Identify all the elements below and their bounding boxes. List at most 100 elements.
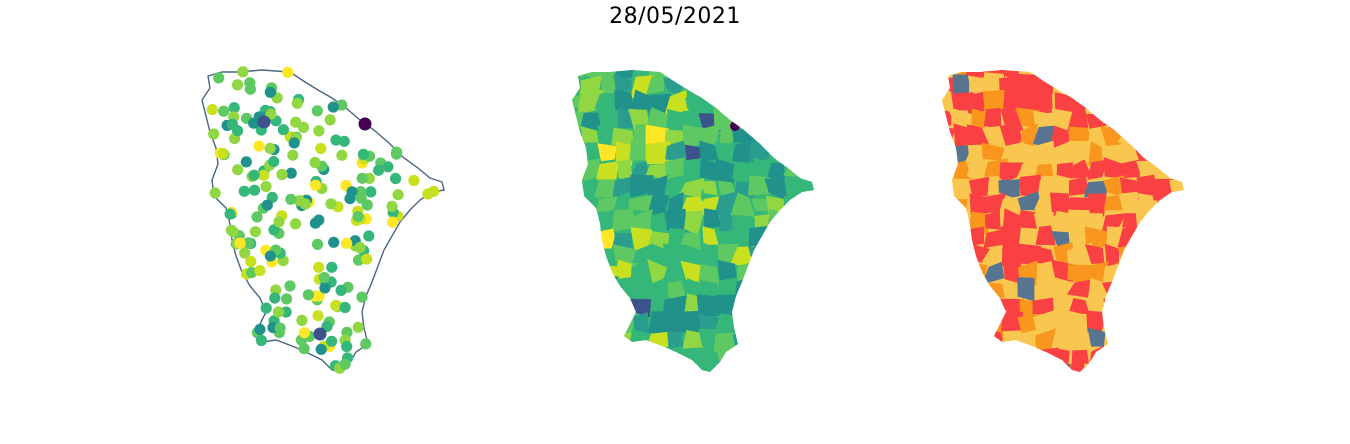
station-point <box>276 168 288 181</box>
municipality-cell <box>747 245 770 266</box>
municipality-cell <box>721 380 736 402</box>
municipality-cell <box>715 70 739 77</box>
municipality-cell <box>820 332 835 351</box>
municipality-cell <box>817 363 841 381</box>
municipality-cell <box>578 329 603 350</box>
station-point <box>237 66 249 78</box>
municipality-cell <box>1049 278 1074 298</box>
station-point <box>264 250 276 262</box>
municipality-cell <box>572 296 587 316</box>
municipality-cell <box>802 89 814 113</box>
municipality-cell <box>1171 227 1184 250</box>
municipality-cell <box>983 107 1002 130</box>
municipality-cell <box>1136 92 1158 116</box>
municipality-cell <box>1072 380 1087 400</box>
municipality-cell <box>735 90 755 112</box>
municipality-cell <box>954 310 969 331</box>
station-point <box>341 237 353 249</box>
municipality-cell <box>951 262 973 281</box>
station-point <box>390 148 403 160</box>
municipality-cell <box>1068 140 1092 162</box>
station-point <box>288 137 300 149</box>
municipality-cell <box>1137 193 1156 215</box>
municipality-cell <box>1134 363 1158 372</box>
municipality-cell <box>965 296 991 318</box>
station-point <box>224 208 236 220</box>
municipality-cell <box>1002 365 1025 372</box>
station-point <box>255 334 267 347</box>
municipality-cell <box>802 123 814 149</box>
station-point <box>313 125 325 137</box>
station-point <box>208 128 220 140</box>
station-point <box>242 237 255 249</box>
municipality-cell <box>1191 75 1206 97</box>
municipality-cell <box>749 140 771 163</box>
station-point <box>326 261 338 273</box>
station-point <box>277 124 289 136</box>
municipality-cell <box>986 381 1005 404</box>
municipality-cell <box>800 381 819 399</box>
municipality-cell <box>781 124 808 145</box>
municipality-cell <box>968 176 990 197</box>
municipality-cell <box>799 263 814 283</box>
municipality-cell <box>1120 107 1137 130</box>
municipality-cell <box>1189 294 1205 316</box>
station-point <box>302 289 314 301</box>
station-point <box>285 167 297 179</box>
municipality-cell <box>749 316 773 334</box>
municipality-cell <box>572 208 587 234</box>
municipality-cell <box>633 312 649 334</box>
station-point <box>358 117 372 131</box>
municipality-cell <box>1123 298 1144 319</box>
station-point <box>218 105 230 117</box>
municipality-cell <box>981 345 1005 368</box>
municipality-cell <box>1083 362 1107 372</box>
municipality-cell <box>747 262 767 284</box>
station-point <box>356 172 368 184</box>
municipality-cell <box>942 280 957 296</box>
municipality-cell <box>768 208 787 233</box>
municipality-cell <box>1155 244 1172 266</box>
municipality-cell <box>801 70 814 80</box>
municipality-cell <box>782 108 807 129</box>
municipality-cell <box>942 259 952 282</box>
station-point <box>274 322 286 334</box>
station-point <box>264 86 276 98</box>
municipality-cell <box>1151 142 1173 161</box>
station-point <box>257 115 271 129</box>
municipality-cell <box>732 327 750 354</box>
municipality-cell <box>572 195 587 216</box>
station-point <box>352 211 364 223</box>
municipality-cell <box>1188 178 1211 197</box>
municipality-cell <box>594 276 619 301</box>
municipality-cell <box>1103 293 1127 314</box>
municipality-cell <box>649 350 671 371</box>
station-point <box>238 185 250 197</box>
municipality-cell <box>1189 111 1210 128</box>
municipality-cell <box>1083 70 1110 82</box>
municipality-cell <box>1087 193 1107 218</box>
municipality-cell <box>802 276 814 302</box>
municipality-cell <box>1070 331 1092 351</box>
municipality-cell <box>1154 278 1175 301</box>
municipality-cell <box>1187 161 1205 179</box>
municipality-cell <box>1153 225 1176 251</box>
municipality-cell <box>1137 213 1158 235</box>
municipality-cell <box>749 361 771 372</box>
municipality-cell <box>736 381 755 401</box>
municipality-cell <box>595 314 620 336</box>
station-point <box>313 261 325 273</box>
municipality-cell <box>647 175 668 200</box>
municipality-cell <box>1049 363 1071 372</box>
municipality-cell <box>1034 140 1057 165</box>
municipality-cell <box>767 312 786 336</box>
municipality-cell <box>942 210 956 233</box>
station-point <box>228 102 240 114</box>
municipality-cell <box>1169 176 1184 199</box>
municipality-cell <box>971 362 991 372</box>
municipality-cell <box>1170 261 1184 283</box>
municipality-cell <box>1087 159 1109 180</box>
municipality-cell <box>781 245 806 266</box>
municipality-cell <box>634 265 655 282</box>
municipality-cell <box>633 363 655 372</box>
